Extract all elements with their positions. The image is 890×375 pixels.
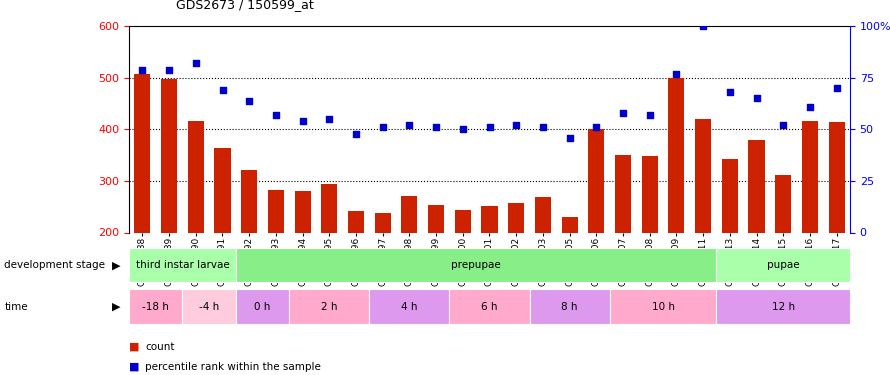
Point	[829, 85, 844, 91]
Text: development stage: development stage	[4, 260, 105, 270]
Bar	[321, 183, 337, 232]
Point	[322, 116, 336, 122]
Bar	[134, 74, 150, 232]
Bar	[615, 155, 631, 232]
Bar	[775, 175, 791, 232]
Point	[482, 124, 497, 130]
Point	[536, 124, 550, 130]
Bar	[214, 148, 231, 232]
Bar	[161, 80, 177, 232]
Bar	[722, 159, 738, 232]
Bar	[508, 202, 524, 232]
Point	[643, 112, 657, 118]
Text: 0 h: 0 h	[255, 302, 271, 312]
Bar	[748, 140, 765, 232]
Text: 2 h: 2 h	[321, 302, 337, 312]
Bar	[375, 213, 391, 232]
Point	[215, 87, 230, 93]
Point	[162, 67, 176, 73]
Text: percentile rank within the sample: percentile rank within the sample	[145, 362, 321, 372]
Bar	[802, 121, 818, 232]
Text: 10 h: 10 h	[651, 302, 675, 312]
Text: ▶: ▶	[111, 260, 120, 270]
Point	[376, 124, 390, 130]
Bar	[610, 290, 716, 324]
Point	[242, 98, 256, 104]
Bar	[588, 129, 604, 232]
Text: 8 h: 8 h	[562, 302, 578, 312]
Text: ■: ■	[129, 342, 140, 352]
Text: GDS2673 / 150599_at: GDS2673 / 150599_at	[176, 0, 313, 11]
Point	[776, 122, 790, 128]
Bar	[716, 248, 850, 282]
Point	[562, 135, 577, 141]
Point	[456, 126, 470, 132]
Text: 6 h: 6 h	[481, 302, 498, 312]
Bar	[236, 290, 289, 324]
Bar	[182, 290, 236, 324]
Text: ▶: ▶	[111, 302, 120, 312]
Bar	[129, 248, 236, 282]
Point	[189, 60, 203, 66]
Point	[589, 124, 603, 130]
Point	[349, 130, 363, 136]
Bar	[188, 121, 204, 232]
Point	[616, 110, 630, 116]
Bar	[241, 170, 257, 232]
Bar	[530, 290, 610, 324]
Bar	[295, 191, 311, 232]
Point	[402, 122, 417, 128]
Bar	[236, 248, 716, 282]
Bar	[449, 290, 530, 324]
Text: 12 h: 12 h	[772, 302, 795, 312]
Point	[135, 67, 150, 73]
Point	[723, 89, 737, 95]
Bar	[348, 211, 364, 232]
Point	[749, 96, 764, 102]
Point	[269, 112, 283, 118]
Point	[429, 124, 443, 130]
Point	[509, 122, 523, 128]
Bar	[428, 205, 444, 232]
Bar	[642, 156, 658, 232]
Bar	[401, 196, 417, 232]
Bar	[268, 190, 284, 232]
Text: time: time	[4, 302, 28, 312]
Bar	[455, 210, 471, 232]
Bar	[829, 122, 845, 232]
Bar	[369, 290, 449, 324]
Point	[669, 70, 684, 77]
Text: prepupae: prepupae	[451, 260, 501, 270]
Point	[696, 23, 710, 29]
Bar	[562, 217, 578, 232]
Text: ■: ■	[129, 362, 140, 372]
Text: -4 h: -4 h	[199, 302, 219, 312]
Text: third instar larvae: third instar larvae	[135, 260, 230, 270]
Text: count: count	[145, 342, 174, 352]
Bar	[716, 290, 850, 324]
Bar	[289, 290, 369, 324]
Bar	[668, 78, 684, 232]
Point	[295, 118, 310, 124]
Bar	[535, 197, 551, 232]
Bar	[481, 206, 498, 232]
Text: -18 h: -18 h	[142, 302, 169, 312]
Text: pupae: pupae	[767, 260, 799, 270]
Bar	[695, 119, 711, 232]
Text: 4 h: 4 h	[401, 302, 417, 312]
Point	[803, 104, 817, 110]
Bar	[129, 290, 182, 324]
